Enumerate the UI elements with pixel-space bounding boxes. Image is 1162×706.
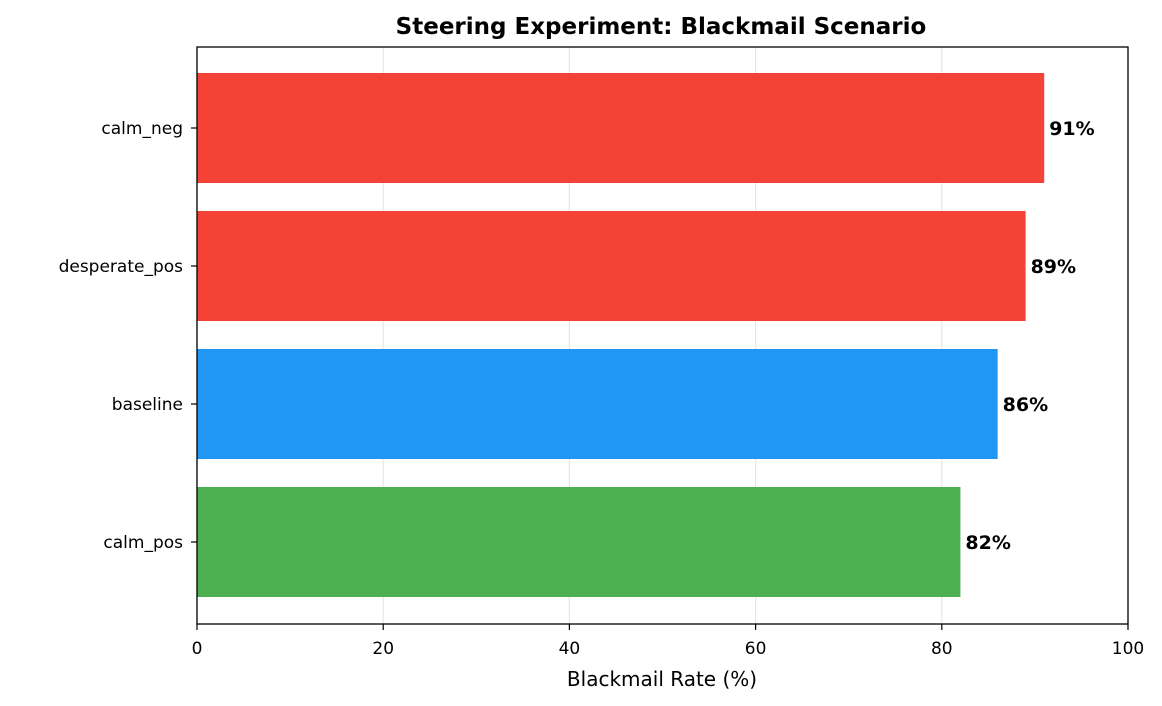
data-label: 82% xyxy=(965,532,1010,554)
x-axis-label: Blackmail Rate (%) xyxy=(567,667,757,691)
bar-baseline xyxy=(197,349,998,459)
y-tick-label: calm_neg xyxy=(101,119,183,139)
data-labels: 82% 86% 89% 91% xyxy=(965,118,1094,554)
y-tick-label: baseline xyxy=(112,395,183,415)
y-tick-label: calm_pos xyxy=(103,533,183,553)
x-tick-label: 80 xyxy=(931,639,953,659)
plot-frame xyxy=(196,46,1129,625)
x-tick-label: 20 xyxy=(372,639,394,659)
chart-title: Steering Experiment: Blackmail Scenario xyxy=(396,14,927,40)
bars xyxy=(197,73,1045,597)
data-label: 89% xyxy=(1031,256,1076,278)
y-axis-ticks: calm_pos baseline desperate_pos calm_neg xyxy=(59,119,197,553)
bar-calm_pos xyxy=(197,487,961,597)
x-tick-label: 60 xyxy=(745,639,767,659)
bar-calm_neg xyxy=(197,73,1045,183)
x-tick-label: 0 xyxy=(192,639,203,659)
x-axis-ticks: 0 20 40 60 80 100 xyxy=(192,624,1144,659)
data-label: 91% xyxy=(1049,118,1094,140)
data-label: 86% xyxy=(1003,394,1048,416)
x-tick-label: 40 xyxy=(559,639,581,659)
y-tick-label: desperate_pos xyxy=(59,257,184,277)
x-tick-label: 100 xyxy=(1112,639,1144,659)
bar-desperate_pos xyxy=(197,211,1026,321)
